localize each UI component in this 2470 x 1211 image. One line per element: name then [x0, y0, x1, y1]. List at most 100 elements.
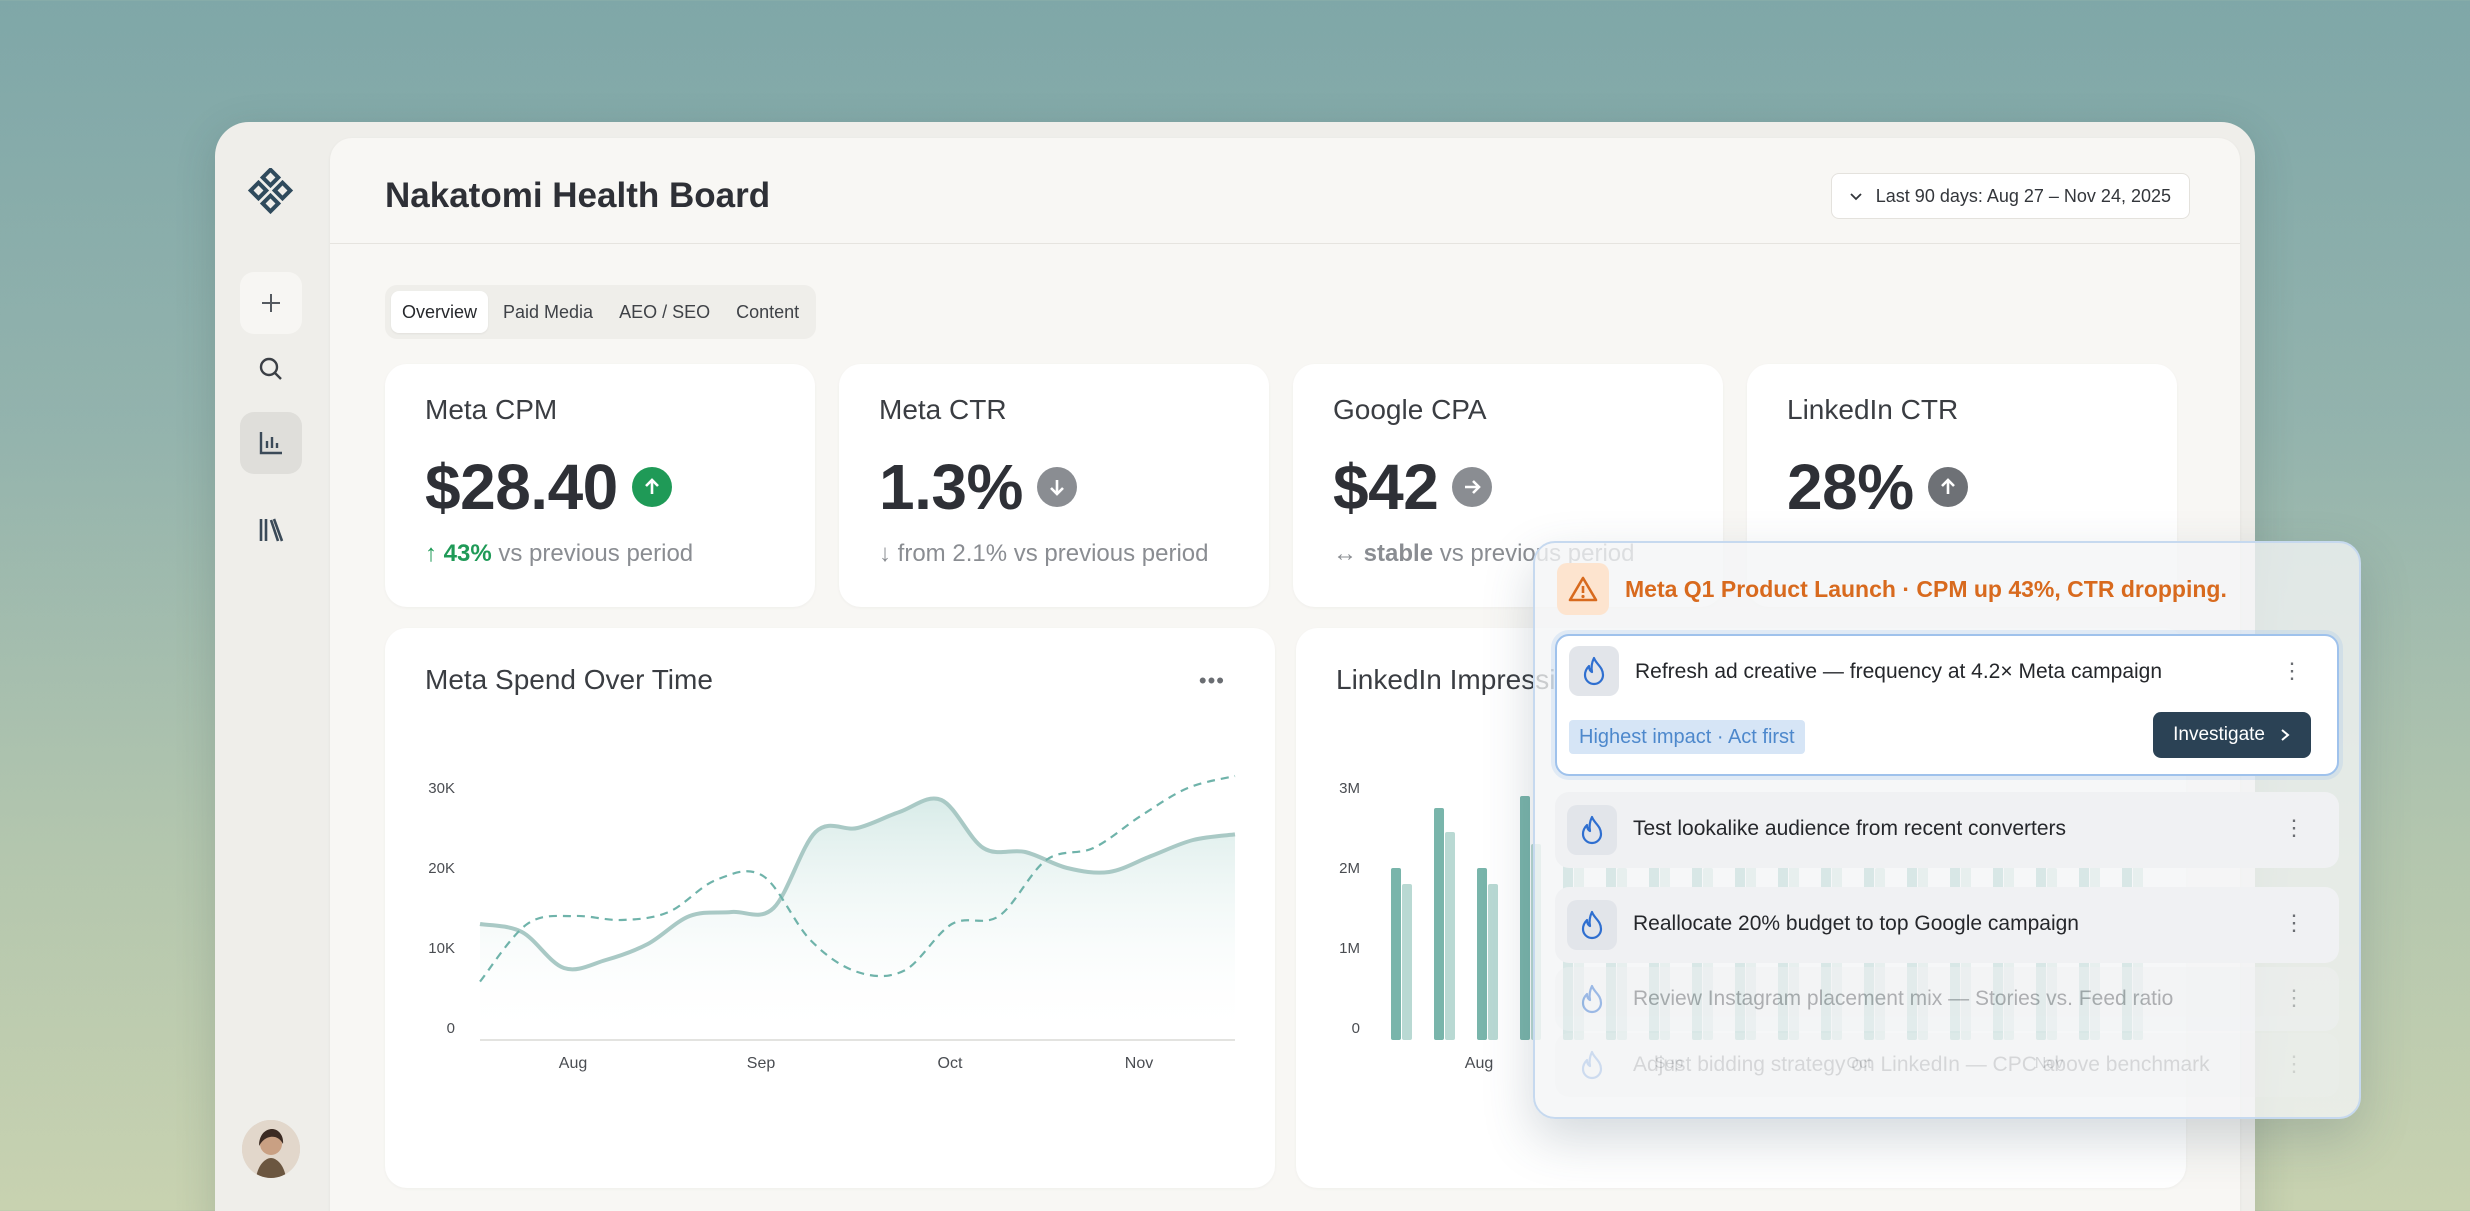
bar [1477, 868, 1487, 1040]
kebab-menu-icon[interactable]: ⋮ [2283, 910, 2305, 935]
flame-icon [1567, 974, 1617, 1024]
recommendation-item[interactable]: Test lookalike audience from recent conv… [1555, 792, 2339, 868]
kpi-comparison-text: from 2.1% vs previous period [897, 540, 1209, 567]
y-tick-label: 1M [1339, 940, 1360, 957]
arrow-down-icon [1036, 467, 1077, 507]
bar [1402, 884, 1412, 1040]
x-tick-label: Aug [559, 1055, 587, 1072]
recommendation-item[interactable]: Adjust bidding strategy on LinkedIn — CP… [1555, 1033, 2339, 1097]
library-button[interactable] [240, 499, 302, 561]
series-line-dashed [479, 774, 1236, 983]
arrow-up-icon [1927, 467, 1968, 507]
more-options-icon[interactable]: ••• [1198, 668, 1225, 693]
left-rail [215, 122, 327, 1211]
bar [1520, 796, 1530, 1040]
bar [1488, 884, 1498, 1040]
series-area [480, 798, 1235, 1040]
kpi-label: Google CPA [1333, 394, 1487, 425]
trend-arrow: ↑ [425, 540, 437, 567]
flame-icon [1569, 646, 1619, 696]
tab-aeo-seo[interactable]: AEO / SEO [619, 301, 711, 322]
chevron-down-icon [1850, 193, 1862, 201]
kpi-value-row: $42 [1333, 450, 1493, 524]
search-button[interactable] [240, 338, 302, 400]
kpi-value: 1.3% [879, 451, 1023, 523]
date-range-label: Last 90 days: Aug 27 – Nov 24, 2025 [1875, 185, 2171, 206]
recommendations-panel: Meta Q1 Product Launch · CPM up 43%, CTR… [1533, 541, 2361, 1119]
tab-overview[interactable]: Overview [391, 291, 489, 333]
bar [1445, 832, 1455, 1040]
recommendation-text: Refresh ad creative — frequency at 4.2× … [1635, 660, 2163, 683]
kpi-comparison: ↓ from 2.1% vs previous period [879, 540, 1208, 568]
investigate-button[interactable]: Investigate [2153, 712, 2311, 758]
library-icon [259, 518, 284, 542]
y-tick-label: 2M [1339, 860, 1360, 877]
recommendation-text: Test lookalike audience from recent conv… [1633, 817, 2067, 840]
x-tick-label: Sep [747, 1055, 776, 1072]
search-icon [259, 357, 282, 380]
meta-spend-chart: 0 10K 20K 30K Aug Sep Oct Nov [428, 774, 1236, 1072]
kebab-menu-icon[interactable]: ⋮ [2281, 658, 2303, 683]
recommendation-item[interactable]: Refresh ad creative — frequency at 4.2× … [1555, 634, 2339, 776]
recommendation-text: Review Instagram placement mix — Stories… [1633, 987, 2174, 1010]
alert-title: Meta Q1 Product Launch · CPM up 43%, CTR… [1625, 575, 2227, 602]
kpi-change: 43% [443, 540, 492, 567]
kpi-card-meta-ctr[interactable]: Meta CTR 1.3% ↓ from 2.1% vs previous pe… [839, 364, 1269, 607]
chart-icon [259, 432, 282, 455]
warning-icon [1557, 563, 1609, 615]
trend-arrow: ↓ [879, 540, 891, 567]
tab-bar: Overview Paid Media AEO / SEO Content [385, 285, 817, 339]
kpi-value-row: $28.40 [425, 450, 672, 524]
new-button[interactable] [240, 272, 302, 334]
recommendation-item[interactable]: Reallocate 20% budget to top Google camp… [1555, 887, 2339, 963]
kebab-menu-icon[interactable]: ⋮ [2283, 985, 2305, 1010]
avatar[interactable] [242, 1120, 300, 1178]
kpi-value: 28% [1787, 451, 1914, 523]
recommendation-text: Adjust bidding strategy on LinkedIn — CP… [1633, 1053, 2210, 1076]
y-tick-label: 10K [428, 940, 455, 957]
investigate-label: Investigate [2173, 724, 2265, 745]
y-tick-label: 0 [1352, 1020, 1360, 1037]
series-line-solid [479, 796, 1236, 972]
date-range-selector[interactable]: Last 90 days: Aug 27 – Nov 24, 2025 [1830, 173, 2190, 219]
kpi-label: Meta CTR [879, 394, 1007, 425]
bar [1434, 808, 1444, 1040]
kpi-change: stable [1363, 540, 1434, 567]
plus-icon [262, 294, 280, 312]
y-tick-label: 0 [447, 1020, 455, 1037]
alert-header: Meta Q1 Product Launch · CPM up 43%, CTR… [1557, 563, 2227, 615]
kpi-value-row: 28% [1787, 450, 1968, 524]
kpi-value: $42 [1333, 451, 1439, 523]
arrow-up-icon [631, 467, 672, 507]
analytics-button[interactable] [240, 412, 302, 474]
kpi-comparison-text: vs previous period [498, 540, 694, 567]
chart-card-meta-spend: Meta Spend Over Time ••• 0 10K 20K 30K Aug Se… [385, 628, 1275, 1188]
flame-icon [1567, 900, 1617, 950]
y-tick-label: 30K [428, 780, 455, 797]
kpi-label: LinkedIn CTR [1787, 394, 1959, 425]
x-tick-label: Aug [1465, 1055, 1493, 1072]
trend-arrow: ↔ [1333, 540, 1357, 567]
flame-icon [1567, 805, 1617, 855]
chart-title: Meta Spend Over Time [425, 664, 713, 695]
page-title: Nakatomi Health Board [385, 176, 771, 215]
kpi-card-meta-cpm[interactable]: Meta CPM $28.40 ↑ 43% vs previous period [385, 364, 815, 607]
flame-icon [1567, 1040, 1617, 1090]
tab-paid-media[interactable]: Paid Media [503, 301, 594, 322]
recommendation-item[interactable]: Review Instagram placement mix — Stories… [1555, 967, 2339, 1031]
kebab-menu-icon[interactable]: ⋮ [2283, 815, 2305, 840]
kpi-label: Meta CPM [425, 394, 558, 425]
user-avatar-icon [242, 1120, 300, 1178]
bar [1391, 868, 1401, 1040]
logo-icon[interactable] [247, 168, 295, 216]
header: Nakatomi Health Board Last 90 days: Aug … [330, 138, 2240, 244]
kpi-value-row: 1.3% [879, 450, 1077, 524]
kpi-value: $28.40 [425, 451, 618, 523]
kpi-comparison: ↑ 43% vs previous period [425, 540, 693, 568]
y-tick-label: 20K [428, 860, 455, 877]
kebab-menu-icon[interactable]: ⋮ [2283, 1051, 2305, 1076]
arrow-right-icon [1452, 467, 1493, 507]
y-tick-label: 3M [1339, 780, 1360, 797]
x-tick-label: Nov [1125, 1055, 1153, 1072]
tab-content[interactable]: Content [736, 301, 800, 322]
